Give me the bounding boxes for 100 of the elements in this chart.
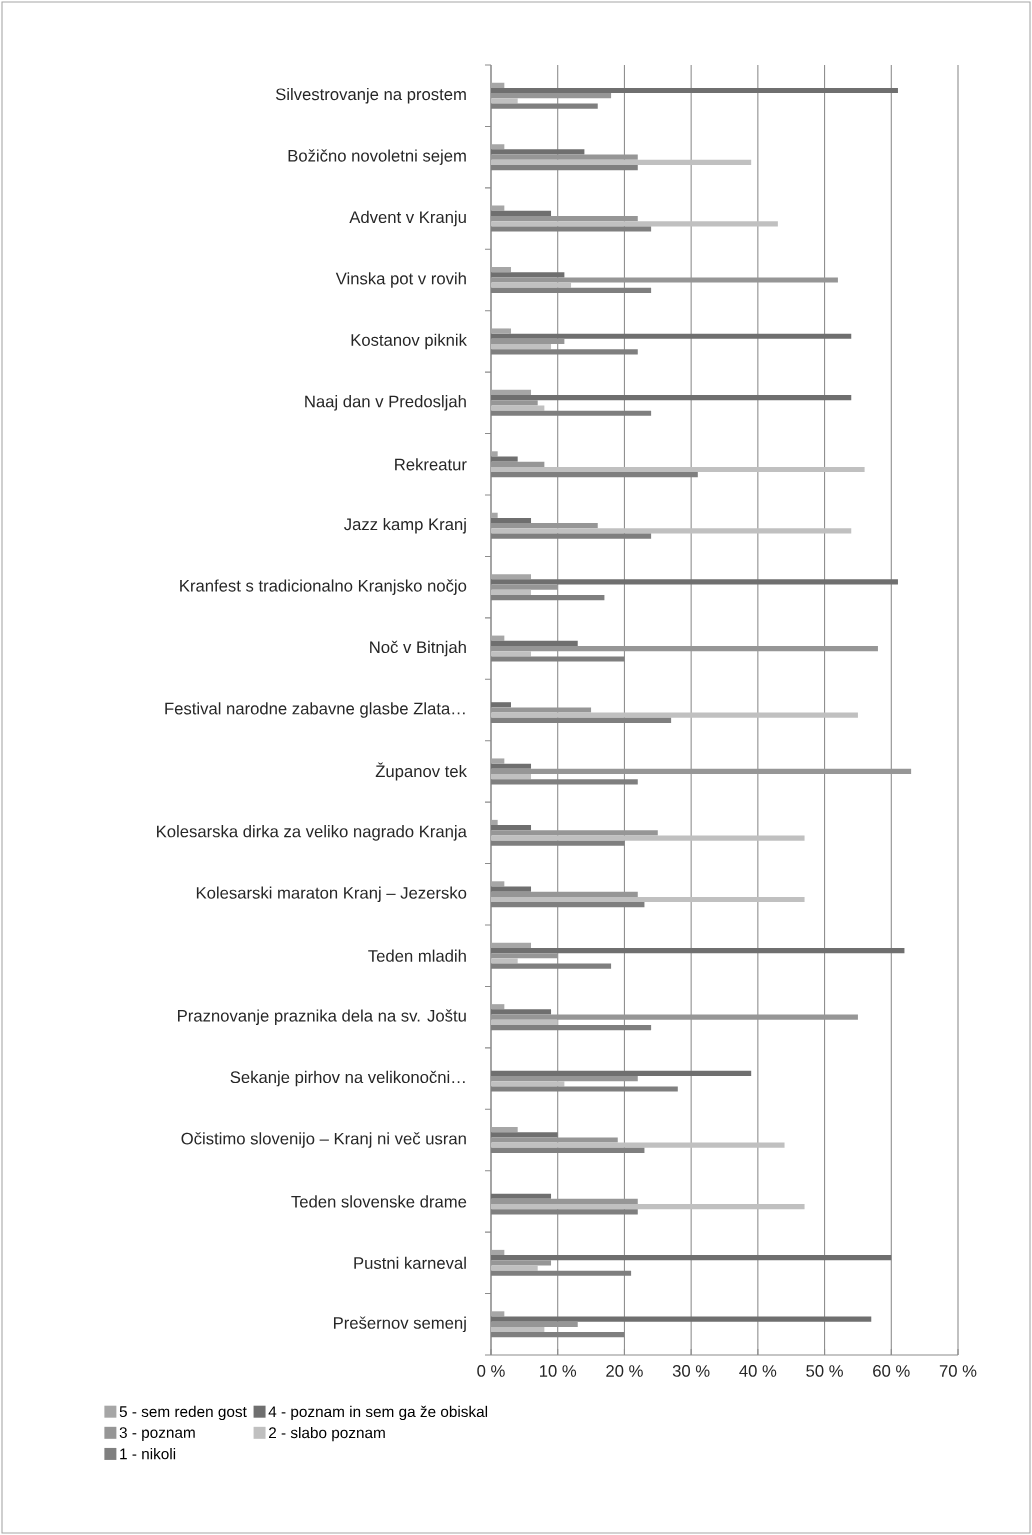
x-tick-label: 40 %	[739, 1365, 777, 1377]
bar	[491, 210, 552, 216]
bar	[491, 758, 505, 764]
bar	[491, 1326, 545, 1333]
bar	[491, 774, 532, 780]
bar	[491, 1142, 785, 1148]
bar	[491, 819, 498, 826]
bar	[491, 333, 852, 339]
bar	[491, 1311, 505, 1317]
bar	[491, 902, 645, 908]
bar	[491, 896, 805, 903]
bar	[491, 835, 805, 841]
y-tick-label: Božično novoletni sejem	[288, 149, 466, 165]
x-tick-label: 60 %	[873, 1365, 910, 1377]
bar	[491, 164, 638, 171]
bar	[491, 1127, 518, 1133]
legend-label: 5 - sem reden gost	[119, 1405, 247, 1421]
bar	[491, 1255, 892, 1261]
y-tick-label: Pustni karneval	[354, 1256, 466, 1269]
bar	[491, 574, 532, 580]
bar	[491, 947, 905, 954]
x-tick-label: 0 %	[477, 1365, 505, 1377]
y-tick-label: Teden mladih	[368, 949, 466, 962]
y-tick-label: Prešernov semenj	[333, 1316, 466, 1333]
y-tick-label: Festival narodne zabavne glasbe Zlata…	[165, 702, 465, 718]
bar	[491, 594, 605, 601]
bar	[491, 1132, 558, 1138]
bar	[491, 272, 565, 278]
bar	[491, 144, 505, 150]
bar	[491, 881, 505, 887]
legend-label: 1 - nikoli	[120, 1448, 176, 1460]
y-tick-label: Kolesarski maraton Kranj – Jezersko	[196, 886, 467, 903]
bar	[491, 1004, 505, 1010]
bar	[491, 1081, 565, 1087]
bar	[491, 779, 638, 785]
y-tick-label: Županov tek	[375, 762, 467, 781]
bar	[491, 1209, 638, 1215]
bar	[491, 103, 598, 109]
bar	[491, 395, 852, 401]
y-tick-label: Kolesarska dirka za veliko nagrado Kranja	[157, 825, 467, 841]
y-tick-label: Rekreatur	[395, 458, 467, 471]
bar	[491, 389, 532, 396]
bar	[491, 1070, 752, 1076]
y-tick-label: Očistimo slovenijo – Kranj ni več usran	[181, 1132, 466, 1148]
bar	[491, 221, 778, 227]
bar	[491, 656, 625, 662]
legend-label: 4 - poznam in sem ga že obiskal	[268, 1405, 488, 1421]
bar	[491, 456, 518, 462]
bar	[491, 1270, 632, 1276]
y-tick-label: Silvestrovanje na prostem	[275, 87, 466, 104]
bar	[491, 1249, 505, 1256]
bar	[491, 533, 652, 539]
bar	[491, 712, 858, 718]
bar	[491, 267, 512, 273]
bar	[491, 942, 532, 948]
x-tick-label: 70 %	[939, 1365, 977, 1377]
y-tick-label: Kostanov piknik	[351, 333, 467, 350]
bar	[491, 717, 672, 724]
bar	[491, 344, 552, 350]
y-tick-label: Kranfest s tradicionalno Kranjsko nočjo	[180, 579, 467, 595]
bar	[491, 1193, 552, 1199]
bar	[491, 226, 652, 232]
bar	[491, 640, 578, 646]
bar	[491, 1265, 538, 1271]
bar	[491, 1024, 652, 1031]
y-tick-label: Jazz kamp Kranj	[344, 517, 466, 534]
bar	[491, 763, 532, 769]
bar	[491, 1086, 678, 1092]
bar	[491, 159, 752, 165]
bar	[491, 635, 505, 641]
bar	[491, 349, 638, 355]
y-tick-label: Teden slovenske drame	[291, 1195, 467, 1208]
x-tick-label: 20 %	[606, 1365, 643, 1377]
bar	[491, 149, 585, 155]
legend-label: 3 - poznam	[119, 1427, 195, 1442]
legend-label: 2 - slabo poznam	[269, 1426, 385, 1442]
bar	[491, 579, 898, 585]
x-tick-label: 50 %	[806, 1365, 843, 1377]
bar	[491, 517, 532, 524]
bar	[491, 282, 572, 288]
bar	[491, 1147, 645, 1154]
bar	[491, 886, 532, 892]
bar	[491, 651, 532, 657]
bar	[491, 472, 698, 478]
bar	[491, 1332, 625, 1338]
y-tick-label: Vinska pot v rovih	[335, 272, 466, 288]
bar	[491, 1204, 805, 1210]
bar	[491, 840, 625, 846]
bar	[491, 702, 512, 708]
bar	[491, 963, 612, 969]
bar	[491, 287, 652, 294]
bar	[491, 528, 852, 534]
y-tick-label: Praznovanje praznika dela na sv. Joštu	[178, 1009, 466, 1025]
bar	[491, 825, 532, 831]
bar	[491, 466, 865, 473]
bar	[491, 451, 498, 457]
bar	[491, 1316, 872, 1322]
bar	[491, 205, 505, 211]
x-tick-label: 30 %	[672, 1365, 710, 1377]
bar	[491, 589, 532, 595]
